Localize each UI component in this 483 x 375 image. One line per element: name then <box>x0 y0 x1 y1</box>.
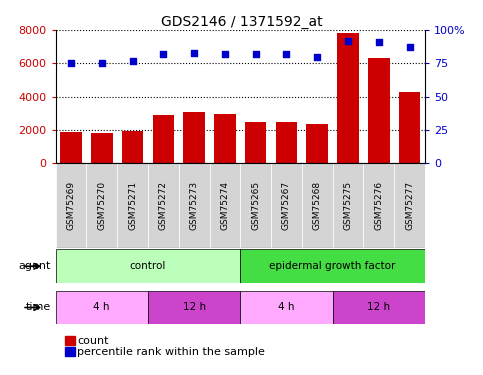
Text: agent: agent <box>18 261 51 271</box>
Text: GSM75268: GSM75268 <box>313 181 322 230</box>
Bar <box>276 122 297 163</box>
Bar <box>214 114 236 163</box>
Bar <box>241 291 333 324</box>
Bar <box>364 163 394 248</box>
Text: count: count <box>77 336 109 345</box>
Text: 4 h: 4 h <box>94 303 110 312</box>
Text: GSM75267: GSM75267 <box>282 181 291 230</box>
Point <box>128 58 136 64</box>
Bar <box>241 249 425 283</box>
Text: GSM75269: GSM75269 <box>67 181 75 230</box>
Point <box>344 38 352 44</box>
Text: control: control <box>130 261 166 271</box>
Text: GSM75275: GSM75275 <box>343 181 353 230</box>
Bar <box>122 130 143 163</box>
Bar <box>184 111 205 163</box>
Text: 12 h: 12 h <box>183 303 206 312</box>
Point <box>313 54 321 60</box>
Text: GSM75271: GSM75271 <box>128 181 137 230</box>
Bar <box>86 163 117 248</box>
Point <box>67 60 75 66</box>
Point <box>159 51 167 57</box>
Point <box>190 50 198 55</box>
Bar <box>333 291 425 324</box>
Point <box>375 39 383 45</box>
Bar <box>307 124 328 163</box>
Text: 12 h: 12 h <box>367 303 390 312</box>
Bar <box>368 58 390 163</box>
Point <box>221 51 229 57</box>
Bar <box>60 132 82 163</box>
Text: GSM75277: GSM75277 <box>405 181 414 230</box>
Bar <box>399 92 420 163</box>
Text: GDS2146 / 1371592_at: GDS2146 / 1371592_at <box>161 15 322 29</box>
Text: GSM75276: GSM75276 <box>374 181 384 230</box>
Bar <box>91 133 113 163</box>
Bar <box>245 122 267 163</box>
Bar <box>337 33 359 163</box>
Bar <box>179 163 210 248</box>
Bar <box>210 163 240 248</box>
Bar <box>148 163 179 248</box>
Text: GSM75270: GSM75270 <box>97 181 106 230</box>
Text: 4 h: 4 h <box>278 303 295 312</box>
Bar <box>302 163 333 248</box>
Text: GSM75265: GSM75265 <box>251 181 260 230</box>
Bar <box>394 163 425 248</box>
Point <box>283 51 290 57</box>
Bar <box>117 163 148 248</box>
Bar <box>333 163 364 248</box>
Bar <box>56 163 86 248</box>
Text: GSM75273: GSM75273 <box>190 181 199 230</box>
Bar <box>271 163 302 248</box>
Bar <box>56 291 148 324</box>
Point <box>98 60 106 66</box>
Bar <box>153 115 174 163</box>
Bar <box>56 249 241 283</box>
Text: time: time <box>26 303 51 312</box>
Text: GSM75274: GSM75274 <box>220 181 229 230</box>
Point <box>252 51 259 57</box>
Bar <box>240 163 271 248</box>
Text: epidermal growth factor: epidermal growth factor <box>270 261 396 271</box>
Text: percentile rank within the sample: percentile rank within the sample <box>77 347 265 357</box>
Bar <box>148 291 241 324</box>
Text: GSM75272: GSM75272 <box>159 181 168 230</box>
Point <box>406 44 413 50</box>
